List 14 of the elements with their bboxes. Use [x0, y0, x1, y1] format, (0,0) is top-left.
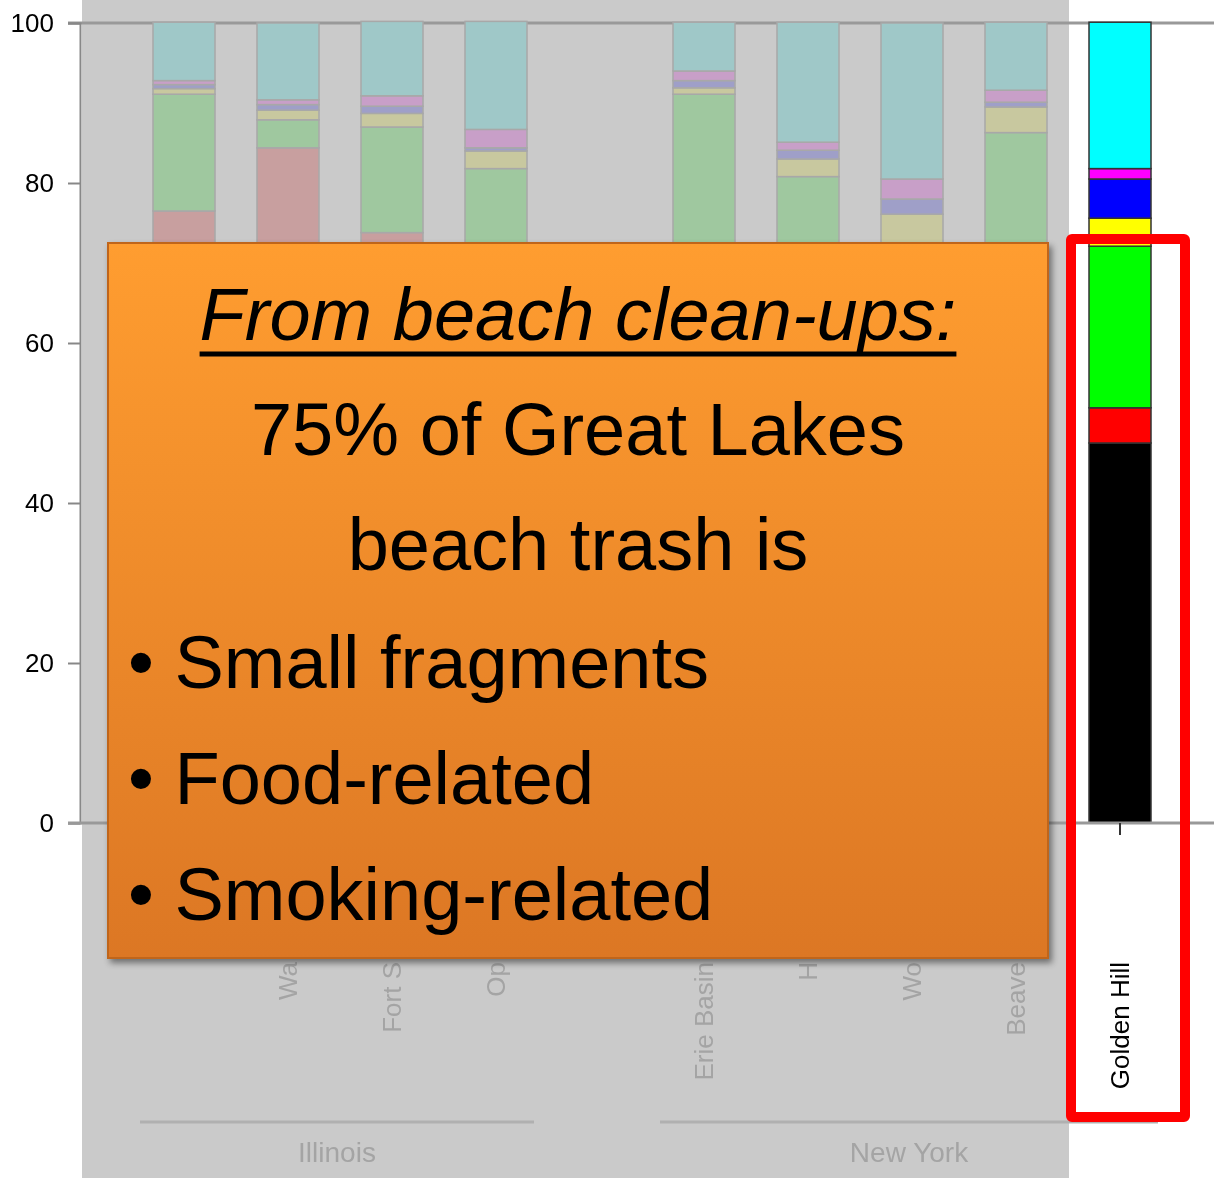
annotation: From beach clean-ups: [199, 273, 957, 356]
annotation: • Food-related [128, 737, 595, 820]
y-tick-label: 60 [25, 327, 54, 358]
y-tick-label: 100 [10, 7, 54, 38]
annotation: 75% of Great Lakes beach trash is [250, 388, 906, 586]
y-tick-label: 0 [39, 807, 54, 838]
bar [256, 22, 320, 101]
y-tick-label: 40 [25, 487, 54, 518]
y-tick-label: 20 [25, 647, 54, 678]
text: • Smoking-related [128, 853, 714, 936]
bar [152, 21, 216, 82]
annotation: • Small fragments [128, 621, 710, 704]
y-tick-label: 80 [25, 167, 54, 198]
x-tick-label: Golden Hill [1105, 962, 1135, 1090]
